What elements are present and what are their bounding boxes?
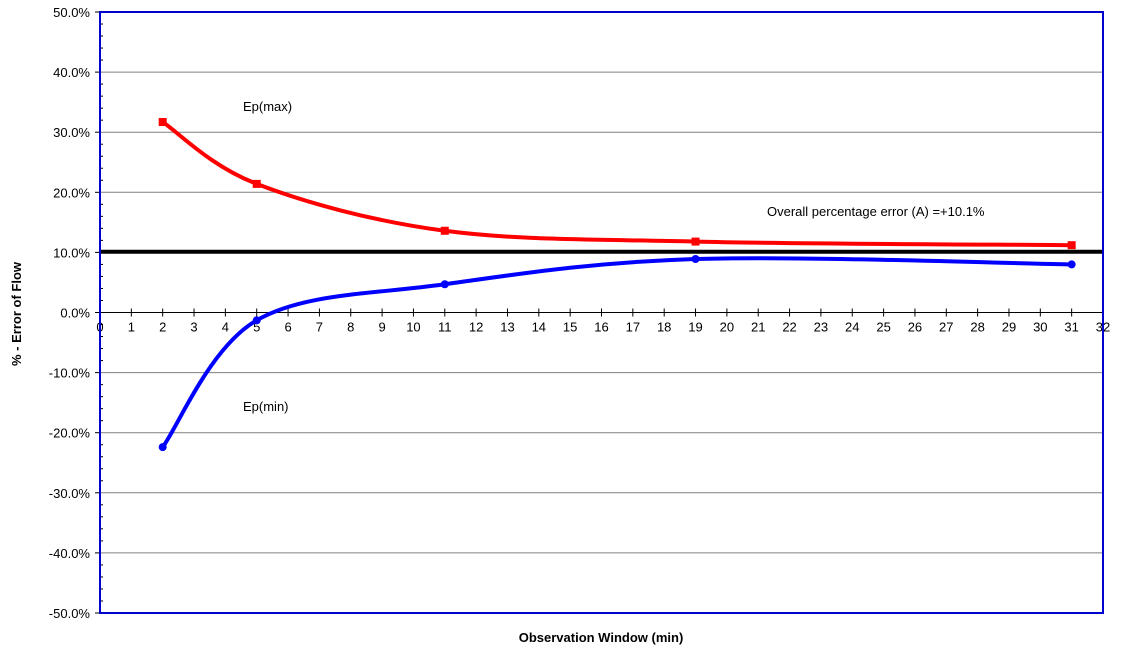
x-tick-label: 29	[1002, 320, 1016, 335]
x-tick-label: 7	[316, 320, 323, 335]
annotation-ep-min: Ep(min)	[243, 399, 289, 414]
x-tick-label: 16	[594, 320, 608, 335]
x-tick-label: 21	[751, 320, 765, 335]
y-axis: 50.0% 40.0% 30.0% 20.0% 10.0% 0.0% -10.0% -20.0…	[49, 5, 103, 621]
data-point-ep-min	[691, 255, 700, 264]
x-tick-label: 1	[128, 320, 135, 335]
y-tick-label: 0.0%	[60, 306, 90, 321]
x-tick-label: 15	[563, 320, 577, 335]
y-tick-label: -40.0%	[49, 546, 91, 561]
data-point-ep-max	[252, 179, 261, 188]
x-tick-label: 4	[222, 320, 229, 335]
data-point-ep-max	[1067, 241, 1076, 250]
x-tick-label: 23	[814, 320, 828, 335]
x-tick-label: 9	[378, 320, 385, 335]
y-tick-label: 10.0%	[53, 245, 90, 260]
data-point-ep-max	[440, 226, 449, 235]
x-tick-label: 12	[469, 320, 483, 335]
x-tick-label: 18	[657, 320, 671, 335]
x-tick-label: 31	[1064, 320, 1078, 335]
x-tick-label: 25	[876, 320, 890, 335]
y-tick-label: 40.0%	[53, 65, 90, 80]
data-point-ep-min	[1067, 260, 1076, 269]
y-tick-label: -30.0%	[49, 486, 91, 501]
x-tick-label: 20	[720, 320, 734, 335]
annotation-ep-max: Ep(max)	[243, 99, 292, 114]
y-tick-label: 20.0%	[53, 185, 90, 200]
x-tick-label: 11	[438, 320, 452, 335]
x-tick-label: 30	[1033, 320, 1047, 335]
x-tick-label: 22	[782, 320, 796, 335]
y-tick-label: 50.0%	[53, 5, 90, 20]
data-point-ep-min	[252, 316, 261, 325]
x-tick-label: 2	[159, 320, 166, 335]
x-tick-label: 24	[845, 320, 859, 335]
x-tick-label: 8	[347, 320, 354, 335]
data-point-ep-max	[691, 237, 700, 246]
data-point-ep-min	[440, 280, 449, 289]
x-tick-label: 5	[253, 320, 260, 335]
x-axis-title: Observation Window (min)	[519, 630, 684, 645]
x-tick-label: 14	[532, 320, 546, 335]
x-tick-label: 19	[688, 320, 702, 335]
x-tick-label: 10	[406, 320, 420, 335]
x-tick-label: 13	[500, 320, 514, 335]
series-line-ep-min	[161, 256, 1072, 449]
x-tick-label: 3	[190, 320, 197, 335]
x-axis: 0 1 2 3 4 5 6 7 8 9 10 11 12 13 14 15 16 17 18 19 20 21 22 23 24…	[96, 308, 1110, 335]
x-tick-label: 6	[284, 320, 291, 335]
y-tick-label: -50.0%	[49, 606, 91, 621]
plot-border	[99, 11, 1104, 614]
y-axis-title: % - Error of Flow	[9, 261, 24, 366]
data-point-ep-max	[158, 117, 167, 126]
y-tick-label: -20.0%	[49, 426, 91, 441]
x-tick-label: 26	[908, 320, 922, 335]
data-point-ep-min	[158, 443, 167, 452]
y-tick-label: 30.0%	[53, 125, 90, 140]
annotation-overall-error: Overall percentage error (A) =+10.1%	[767, 204, 985, 219]
x-tick-label: 17	[626, 320, 640, 335]
x-tick-label: 28	[970, 320, 984, 335]
series-group	[158, 117, 1076, 452]
series-line-ep-max	[161, 120, 1072, 248]
x-tick-label: 27	[939, 320, 953, 335]
y-tick-label: -10.0%	[49, 366, 91, 381]
